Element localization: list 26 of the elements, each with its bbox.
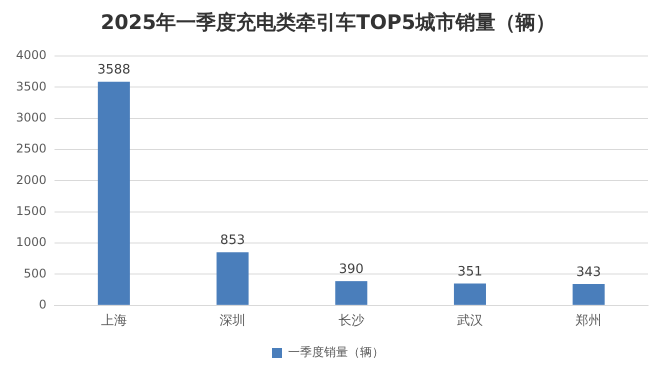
data-label: 853 xyxy=(220,233,245,248)
bar xyxy=(216,252,249,305)
x-tick-label: 郑州 xyxy=(576,314,602,329)
y-tick-label: 1500 xyxy=(16,204,47,218)
y-tick-label: 2000 xyxy=(16,172,47,187)
data-label: 351 xyxy=(458,264,482,280)
y-tick-label: 3500 xyxy=(16,79,47,94)
chart-title: 2025年一季度充电类牵引车TOP5城市销量（辆） xyxy=(100,10,556,34)
y-tick-label: 4000 xyxy=(16,48,47,62)
data-label: 3588 xyxy=(97,62,130,78)
y-tick-label: 1000 xyxy=(16,235,47,250)
x-tick-label: 深圳 xyxy=(220,314,246,329)
x-tick-label: 长沙 xyxy=(338,314,364,329)
x-tick-label: 武汉 xyxy=(456,314,483,329)
y-tick-label: 0 xyxy=(38,298,47,312)
x-tick-label: 上海 xyxy=(100,314,127,329)
y-tick-label: 500 xyxy=(24,266,47,280)
data-label: 343 xyxy=(576,264,602,280)
legend-label: 一季度销量（辆） xyxy=(288,345,384,360)
data-label: 390 xyxy=(338,262,364,277)
bar xyxy=(335,281,368,305)
bar xyxy=(572,284,605,305)
y-tick-label: 3000 xyxy=(16,110,47,124)
y-tick-label: 2500 xyxy=(16,142,47,156)
bar xyxy=(98,82,130,305)
bar xyxy=(454,284,486,305)
